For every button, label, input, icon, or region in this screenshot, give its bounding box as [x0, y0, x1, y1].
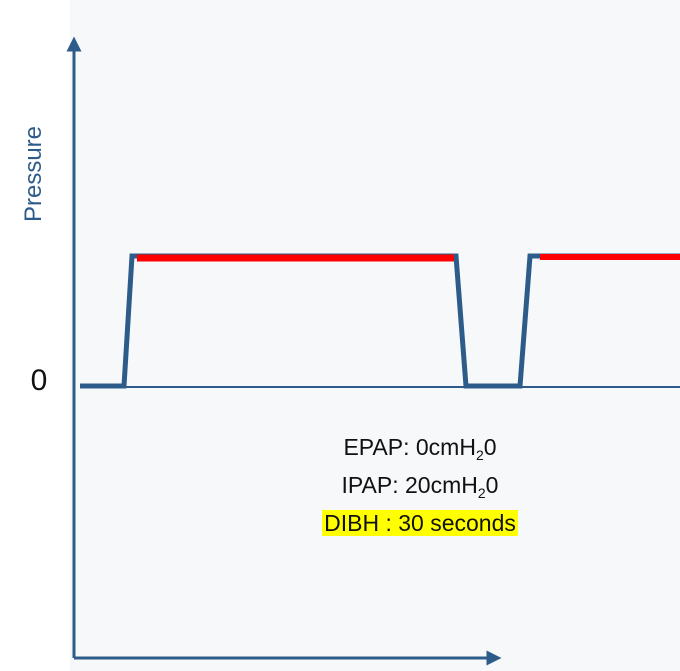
y-axis-label: Pressure — [20, 125, 48, 223]
diagram-background — [70, 0, 680, 671]
epap-suffix: 0 — [483, 434, 497, 460]
ipap-suffix: 0 — [485, 472, 499, 498]
epap-setting: EPAP: 0cmH20 — [270, 428, 570, 466]
ipap-text: IPAP: 20cmH — [341, 472, 478, 498]
dibh-setting: DIBH : 30 seconds — [270, 504, 570, 542]
pressure-waveform — [80, 253, 680, 389]
ipap-subscript: 2 — [477, 485, 486, 501]
y-axis-label-container: Pressure — [4, 74, 64, 274]
zero-label: 0 — [30, 364, 48, 397]
epap-text: EPAP: 0cmH — [343, 434, 476, 460]
epap-subscript: 2 — [475, 447, 484, 463]
dibh-text: DIBH : 30 seconds — [322, 510, 518, 536]
settings-block: EPAP: 0cmH20 IPAP: 20cmH20 DIBH : 30 sec… — [270, 428, 570, 542]
ipap-setting: IPAP: 20cmH20 — [270, 466, 570, 504]
